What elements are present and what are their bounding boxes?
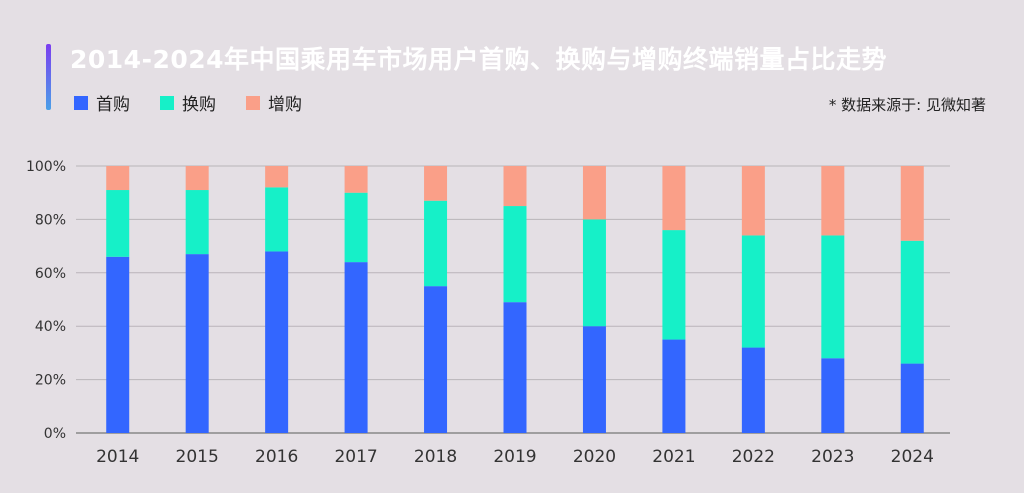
x-tick-label: 2023 [811,447,854,467]
bar-additional [662,166,686,231]
bar-replacement [185,190,209,255]
legend-item-first-purchase: 首购 [74,90,130,115]
bar-first-purchase [106,256,130,433]
legend-swatch-additional [246,95,260,110]
x-tick-label: 2018 [414,447,457,467]
y-tick-label: 40% [35,319,66,335]
legend-label: 首购 [96,95,130,115]
y-tick-label: 0% [44,426,66,442]
bar-replacement [741,235,765,348]
legend: 首购 换购 增购 [74,90,302,115]
bar-first-purchase [344,262,368,433]
bar-replacement [265,187,289,252]
bar-additional [265,166,289,188]
x-tick-label: 2014 [96,447,139,467]
bar-additional [821,166,845,236]
bar-replacement [900,240,924,364]
legend-item-additional: 增购 [246,90,302,115]
legend-swatch-replacement [160,95,174,110]
bar-additional [900,166,924,241]
x-tick-label: 2022 [732,447,775,467]
bar-additional [344,166,368,193]
bar-replacement [424,200,448,287]
bar-first-purchase [741,347,765,433]
bar-first-purchase [503,302,527,433]
bar-first-purchase [662,339,686,433]
bar-additional [185,166,209,191]
bar-first-purchase [185,254,209,433]
x-tick-label: 2019 [493,447,536,467]
bar-replacement [582,219,606,327]
x-tick-label: 2015 [176,447,219,467]
legend-item-replacement: 换购 [160,90,216,115]
x-tick-label: 2020 [573,447,616,467]
bar-replacement [662,230,686,340]
bar-additional [424,166,448,201]
data-source-note: * 数据来源于: 见微知著 [828,96,986,114]
y-tick-label: 60% [35,266,66,282]
y-tick-label: 80% [35,212,66,228]
bar-replacement [344,192,368,263]
bar-replacement [503,206,527,303]
x-tick-label: 2021 [652,447,695,467]
chart-title: 2014-2024年中国乘用车市场用户首购、换购与增购终端销量占比走势 [70,45,888,74]
bar-first-purchase [424,286,448,433]
x-tick-label: 2024 [891,447,934,467]
bar-first-purchase [821,358,845,433]
x-tick-label: 2016 [255,447,298,467]
x-tick-label: 2017 [334,447,377,467]
bar-first-purchase [265,251,289,433]
legend-swatch-first-purchase [74,95,88,110]
bar-additional [741,166,765,236]
y-tick-label: 20% [35,373,66,389]
bar-additional [106,166,130,191]
bar-first-purchase [582,326,606,433]
bar-replacement [106,190,130,257]
title-accent-bar [46,44,51,110]
bar-additional [582,166,606,220]
bar-additional [503,166,527,207]
y-tick-label: 100% [26,159,66,175]
bar-first-purchase [900,363,924,433]
legend-label: 换购 [182,95,216,115]
legend-label: 增购 [268,95,302,115]
bar-replacement [821,235,845,359]
